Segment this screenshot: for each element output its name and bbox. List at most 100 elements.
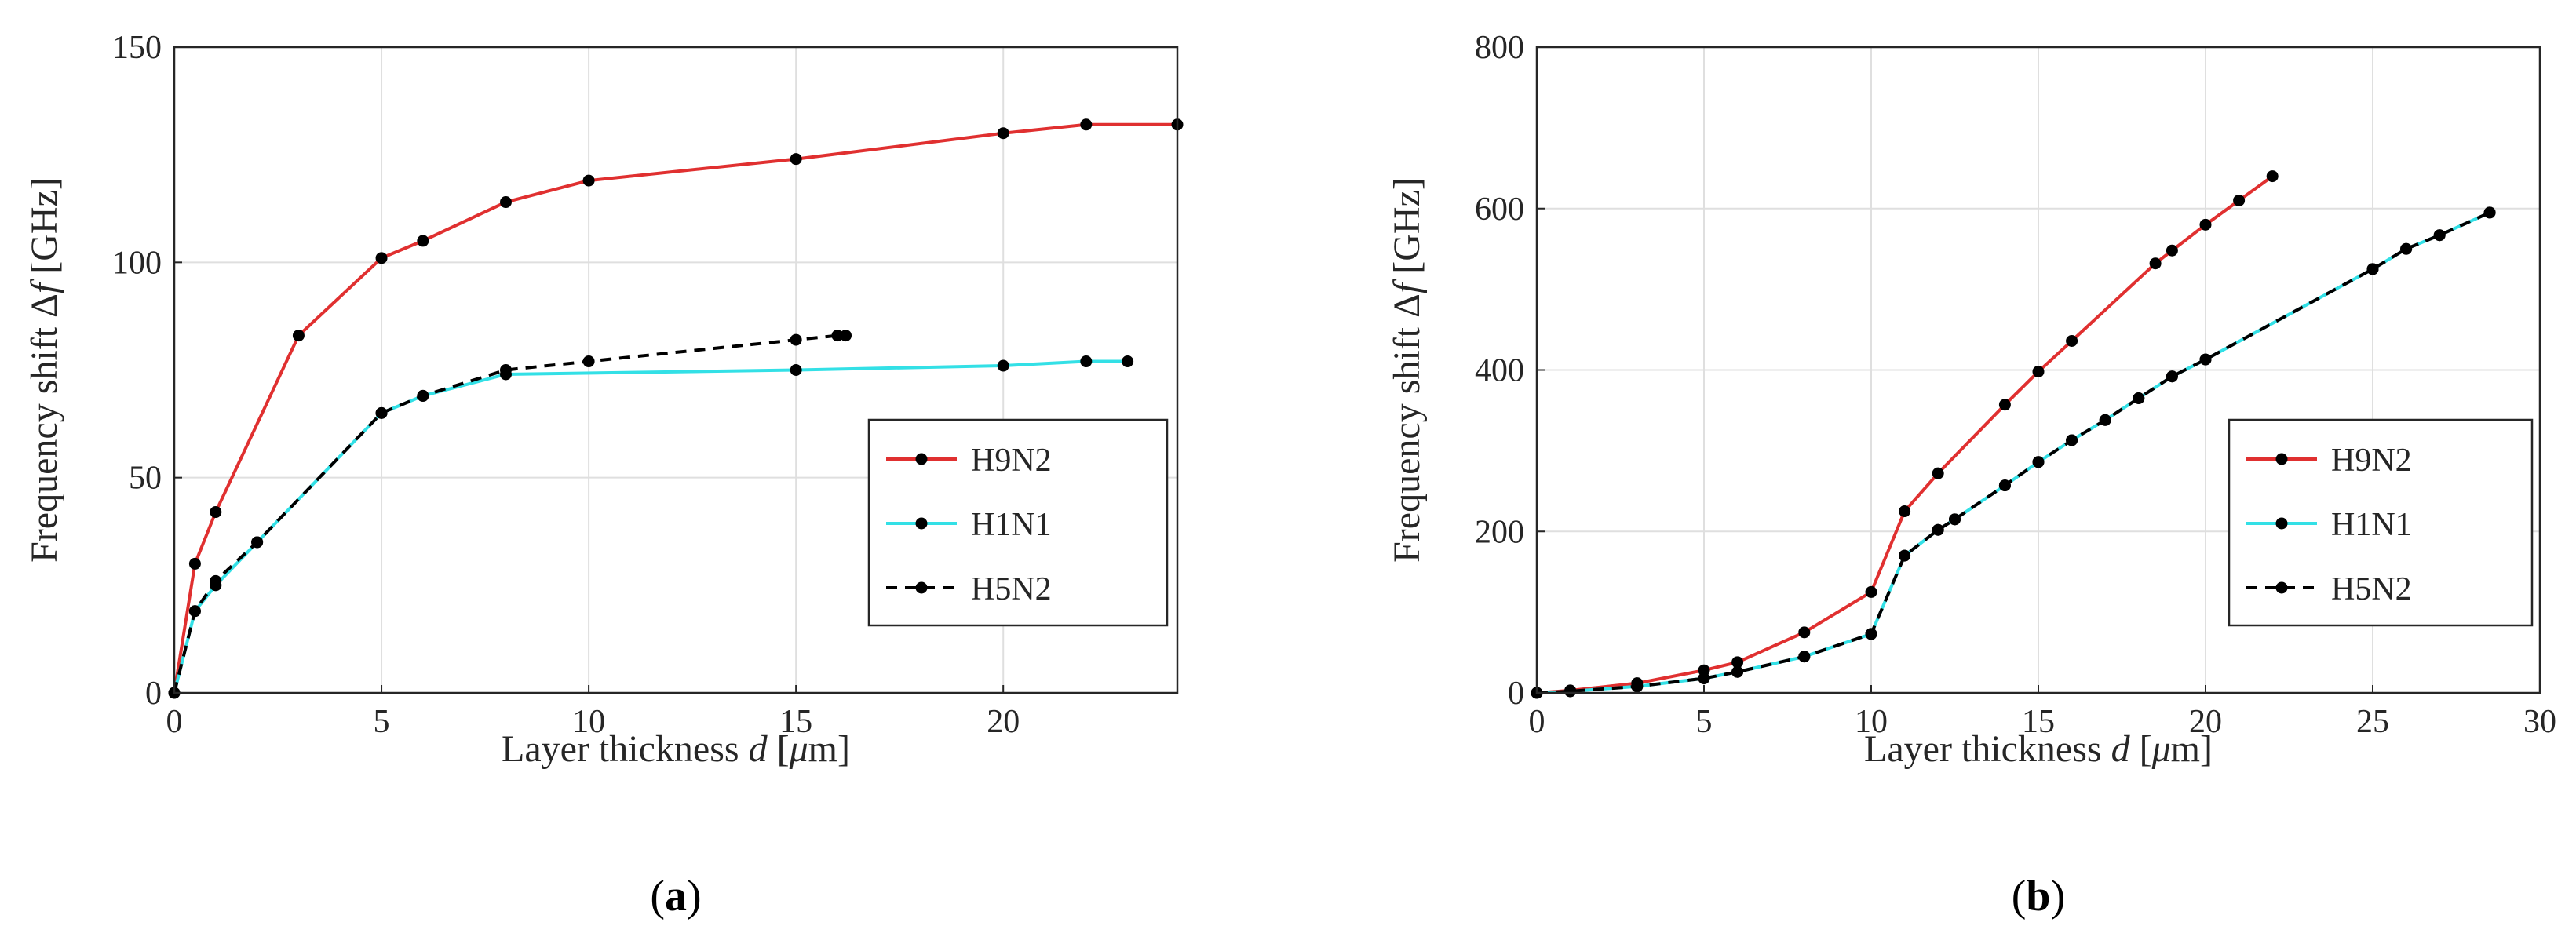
data-point-h5n2: [2433, 229, 2446, 242]
data-point-h5n2: [188, 605, 201, 618]
data-point-h5n2: [790, 333, 802, 346]
series-line-h9n2-a: [173, 122, 1177, 694]
data-point-h9n2: [997, 127, 1009, 140]
data-point-h9n2: [2266, 170, 2279, 183]
data-point-h5n2: [582, 355, 595, 368]
x-axis-label-b: Layer thickness d [μm]: [1864, 728, 2213, 770]
data-point-h9n2: [2233, 194, 2246, 206]
data-point-h5n2: [210, 574, 222, 587]
x-tick-label: 5: [1696, 704, 1713, 740]
data-point-h9n2: [2032, 366, 2045, 378]
data-point-h5n2: [2032, 456, 2045, 468]
data-point-h5n2: [1949, 513, 1961, 526]
panel-caption-b: (b): [2012, 872, 2065, 920]
data-point-h5n2: [251, 536, 264, 549]
legend-label-h9n2: H9N2: [971, 443, 1052, 479]
data-point-h5n2: [2099, 414, 2111, 426]
legend-marker-h1n1: [915, 517, 928, 530]
data-point-h5n2: [499, 364, 512, 376]
data-point-h9n2: [790, 153, 802, 166]
panel-caption-a: (a): [650, 872, 701, 920]
x-tick-label: 25: [2356, 704, 2389, 740]
axes-frame-b: [1535, 46, 2541, 694]
data-point-h5n2: [1564, 685, 1577, 698]
data-point-h5n2: [1899, 549, 1911, 562]
data-point-h9n2: [1932, 467, 1944, 479]
data-point-h9n2: [1731, 656, 1744, 669]
chart-panel-b: 0 5 10 15 20 25 30 0 200 400 600 800 Frequency shif…: [1386, 30, 2556, 920]
y-tick-label: 200: [1475, 514, 1524, 550]
y-tick-label: 800: [1475, 30, 1524, 66]
y-tick-label: 100: [112, 245, 162, 281]
data-point-h5n2: [831, 330, 844, 342]
data-point-h5n2: [2400, 242, 2413, 255]
x-tick-label: 15: [779, 704, 812, 740]
x-tick-label: 5: [374, 704, 390, 740]
data-point-h5n2: [1865, 628, 1877, 640]
tick-labels-b: 0 5 10 15 20 25 30 0 200 400 600 800: [1475, 30, 2556, 740]
data-point-h9n2: [2149, 257, 2162, 270]
data-point-h5n2: [1731, 665, 1744, 678]
data-point-h5n2: [2133, 392, 2145, 405]
data-point-h9n2: [188, 557, 201, 570]
data-point-h9n2: [1899, 505, 1911, 518]
legend-label-h1n1: H1N1: [971, 507, 1052, 543]
data-point-h9n2: [375, 252, 388, 264]
data-point-h9n2: [1698, 664, 1710, 676]
data-point-h5n2: [1698, 672, 1710, 684]
x-tick-label: 30: [2523, 704, 2556, 740]
data-point-h5n2: [840, 330, 852, 342]
legend-marker-h1n1: [2275, 517, 2288, 530]
data-point-h9n2: [210, 506, 222, 519]
legend-marker-h9n2: [2275, 453, 2288, 465]
data-point-h9n2: [1080, 118, 1093, 131]
y-tick-label: 600: [1475, 191, 1524, 228]
data-point-h5n2: [417, 389, 429, 402]
legend-b: H9N2 H1N1 H5N2: [2228, 418, 2534, 627]
data-point-h9n2: [499, 196, 512, 209]
axes-frame-a: [173, 46, 1179, 694]
tick-labels-a: 0 5 10 15 20 0 50 100 150: [112, 30, 1020, 740]
data-point-h1n1: [997, 359, 1009, 372]
data-point-h5n2: [1932, 523, 1944, 536]
data-point-h9n2: [1798, 626, 1811, 639]
y-tick-label: 400: [1475, 353, 1524, 389]
legend-marker-h5n2: [915, 581, 928, 594]
data-point-h1n1: [1080, 355, 1093, 368]
legend-label-h1n1: H1N1: [2331, 507, 2412, 543]
data-point-h9n2: [2066, 334, 2078, 347]
series-line-h9n2-b: [1536, 174, 2274, 694]
y-tick-label: 0: [1508, 676, 1524, 712]
data-point-h9n2: [2166, 244, 2178, 257]
data-point-h5n2: [2199, 353, 2212, 366]
y-tick-label: 150: [112, 30, 162, 66]
series-a: [168, 118, 1184, 699]
data-point-h5n2: [1798, 651, 1811, 663]
x-tick-label: 0: [1529, 704, 1545, 740]
legend-label-h9n2: H9N2: [2331, 443, 2412, 479]
data-point-h9n2: [582, 174, 595, 187]
x-tick-label: 20: [2189, 704, 2222, 740]
x-tick-label: 20: [987, 704, 1020, 740]
x-axis-label-a: Layer thickness d [μm]: [502, 728, 850, 770]
legend-a: H9N2 H1N1 H5N2: [867, 418, 1169, 627]
legend-marker-h5n2: [2275, 581, 2288, 594]
data-point-h5n2: [2166, 370, 2178, 383]
legend-label-h5n2: H5N2: [2331, 571, 2412, 607]
x-tick-label: 15: [2022, 704, 2055, 740]
x-tick-label: 10: [572, 704, 605, 740]
y-tick-label: 0: [145, 676, 162, 712]
y-tick-label: 50: [129, 461, 162, 497]
data-point-h5n2: [2483, 206, 2496, 219]
data-point-h9n2: [2199, 218, 2212, 231]
data-point-h9n2: [417, 235, 429, 247]
data-point-h5n2: [375, 406, 388, 419]
y-axis-label-a: Frequency shift Δf [GHz]: [24, 177, 65, 563]
data-point-h1n1: [1122, 355, 1134, 368]
series-b: [1531, 170, 2496, 699]
legend-label-h5n2: H5N2: [971, 571, 1052, 607]
y-axis-label-b: Frequency shift Δf [GHz]: [1386, 177, 1428, 563]
data-point-h5n2: [2366, 263, 2379, 275]
data-point-h5n2: [1998, 479, 2011, 492]
